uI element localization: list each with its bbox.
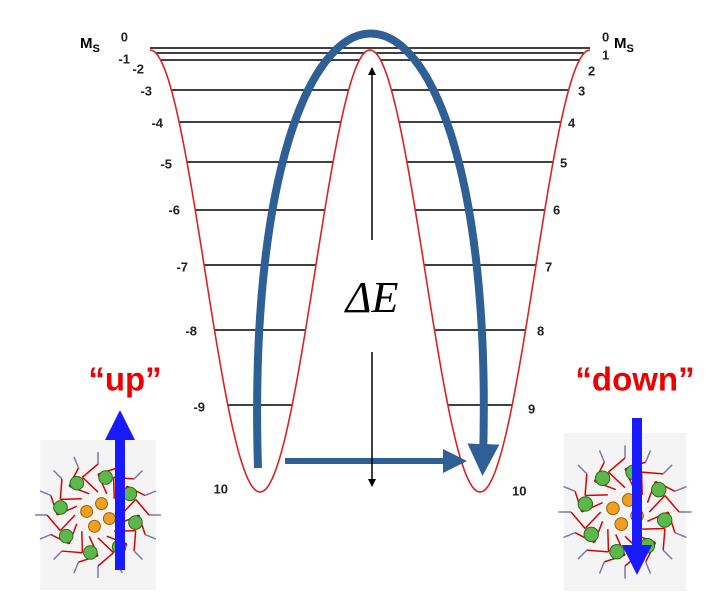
level-label-left: -6 [168, 202, 180, 217]
mn-atom [103, 513, 115, 525]
level-label-right: 1 [602, 47, 609, 62]
level-label-right: 5 [560, 155, 567, 170]
mn-atom [81, 506, 93, 518]
mn-atom [610, 544, 624, 558]
mn-atom [99, 471, 113, 485]
mn-atom [578, 497, 592, 511]
level-label-right: 0 [602, 29, 609, 44]
mn-atom [54, 501, 68, 515]
ms-main: M [80, 35, 93, 52]
mn-atom [640, 539, 654, 553]
level-label-right: 7 [545, 259, 552, 274]
ms-main: M [614, 35, 627, 52]
mn-atom [123, 487, 137, 501]
level-label-left: -5 [160, 156, 172, 171]
level-label-right: 9 [528, 401, 535, 416]
level-label-left: -4 [151, 115, 163, 130]
bond [82, 531, 83, 552]
level-label-left: -8 [185, 323, 197, 338]
bond [608, 529, 609, 552]
level-label-right: 2 [588, 63, 595, 78]
mn-atom [84, 546, 98, 560]
bond [642, 529, 665, 530]
up-label: “up” [88, 361, 161, 398]
mn-atom [595, 471, 609, 485]
bond [114, 477, 115, 498]
bond [585, 495, 608, 496]
level-label-right: 4 [568, 115, 576, 130]
energy-levels [150, 48, 590, 405]
mn-atom [129, 516, 143, 530]
diagram: ΔE MS MS “up” “down” 0-1-2-3-4-5-6-7-8-9… [0, 0, 718, 602]
mn-atom [70, 476, 84, 490]
potential-curve [150, 50, 590, 492]
ms-sub: S [93, 43, 100, 55]
level-label-right: 6 [553, 202, 560, 217]
level-label-left: -2 [132, 61, 144, 76]
mn-atom [96, 498, 108, 510]
level-label-left: -9 [193, 399, 205, 414]
delta-e: ΔE [344, 273, 399, 322]
mn-atom [607, 502, 620, 515]
mn-atom [657, 513, 671, 527]
level-label-left: 0 [121, 29, 128, 44]
bond [60, 499, 81, 500]
ms-sub: S [627, 43, 634, 55]
mn-atom [89, 520, 101, 532]
level-label-left: -1 [118, 51, 130, 66]
mn-atom [59, 529, 73, 543]
down-label: “down” [575, 361, 694, 398]
ms-label-right: MS [614, 35, 634, 55]
mn-atom [584, 527, 598, 541]
mn-atom [615, 518, 628, 531]
level-label-right: 3 [578, 83, 585, 98]
molecule-up [35, 440, 161, 590]
level-label-left: 10 [214, 481, 228, 496]
level-label-left: -3 [140, 83, 152, 98]
ms-label-left: MS [80, 35, 100, 55]
mn-atom [652, 482, 666, 496]
level-label-right: 10 [512, 483, 526, 498]
level-label-left: -7 [176, 259, 188, 274]
tunneling-arrow [257, 33, 484, 468]
molecule-down [558, 433, 691, 591]
level-label-right: 8 [537, 323, 544, 338]
